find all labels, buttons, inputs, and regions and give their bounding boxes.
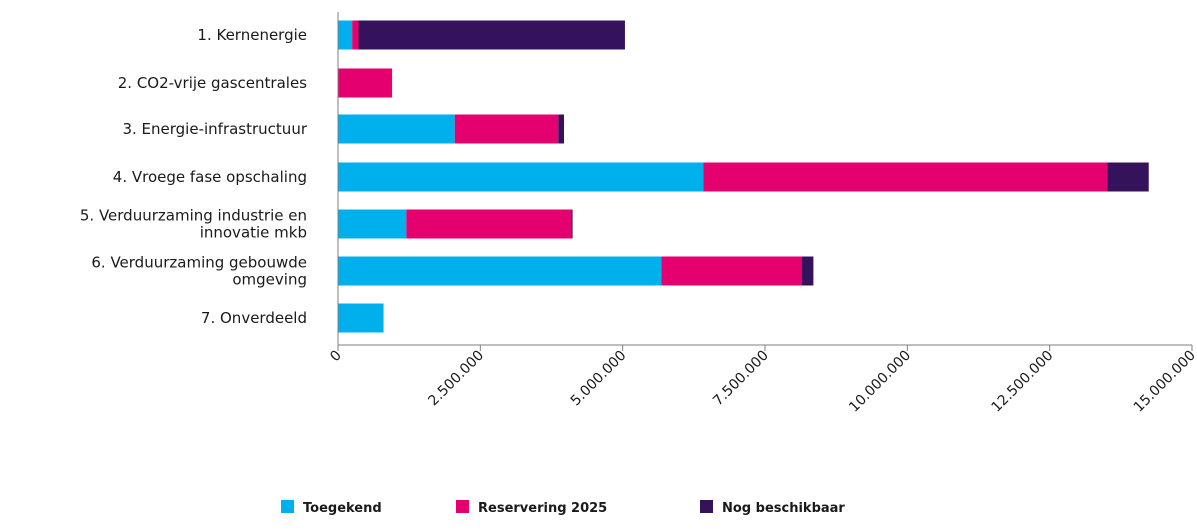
x-tick-labels: 0 2.500.000 5.000.000 7.500.000 10.000.000 12…: [327, 345, 1197, 416]
category-label-4: 4. Vroege fase opschaling: [113, 168, 307, 186]
category-label-6-line-1: 6. Verduurzaming gebouwde: [91, 254, 307, 272]
category-labels: 1. Kernenergie 2. CO2-vrije gascentrales 3…: [80, 26, 308, 327]
x-tick-label-5: 12.500.000: [988, 348, 1056, 416]
bar-4-toegekend: [338, 162, 704, 192]
bar-3-reservering-2025: [454, 114, 559, 144]
bar-4-reservering-2025: [703, 162, 1108, 192]
bar-6-reservering-2025: [661, 256, 803, 286]
bar-7-toegekend: [338, 303, 384, 333]
legend-swatch-toegekend: [281, 500, 294, 513]
legend-swatch-reservering-2025: [456, 500, 469, 513]
bar-5-reservering-2025: [406, 209, 572, 239]
legend-label-reservering-2025: Reservering 2025: [478, 501, 607, 516]
bar-1-reservering-2025: [352, 20, 359, 50]
legend-label-toegekend: Toegekend: [303, 501, 382, 516]
bar-5-toegekend: [338, 209, 407, 239]
bar-1-nog-beschikbaar: [358, 20, 625, 50]
category-label-5-line-1: 5. Verduurzaming industrie en: [80, 207, 307, 225]
bar-5-nog-beschikbaar: [571, 209, 573, 239]
bar-2-reservering-2025: [338, 68, 393, 98]
category-label-3: 3. Energie-infrastructuur: [122, 120, 307, 138]
legend-swatch-nog-beschikbaar: [700, 500, 713, 513]
bar-3-toegekend: [338, 114, 455, 144]
x-tick-label-6: 15.000.000: [1131, 348, 1197, 416]
legend: Toegekend Reservering 2025 Nog beschikbaar: [281, 500, 845, 516]
x-tick-label-0: 0: [327, 348, 345, 366]
bar-1-toegekend: [338, 20, 353, 50]
bars-group: [338, 20, 1149, 333]
category-label-2: 2. CO2-vrije gascentrales: [118, 74, 307, 92]
category-label-6-line-2: omgeving: [232, 271, 307, 289]
category-label-7: 7. Onverdeeld: [201, 309, 307, 327]
category-label-1: 1. Kernenergie: [197, 26, 307, 44]
bar-3-nog-beschikbaar: [558, 114, 565, 144]
bar-6-nog-beschikbaar: [802, 256, 814, 286]
bar-6-toegekend: [338, 256, 662, 286]
bar-4-nog-beschikbaar: [1107, 162, 1149, 192]
x-tick-label-3: 7.500.000: [710, 348, 772, 410]
x-tick-label-4: 10.000.000: [846, 348, 914, 416]
category-label-5-line-2: innovatie mkb: [200, 224, 307, 242]
legend-label-nog-beschikbaar: Nog beschikbaar: [722, 501, 845, 516]
x-tick-label-1: 2.500.000: [425, 348, 487, 410]
x-tick-label-2: 5.000.000: [568, 348, 630, 410]
